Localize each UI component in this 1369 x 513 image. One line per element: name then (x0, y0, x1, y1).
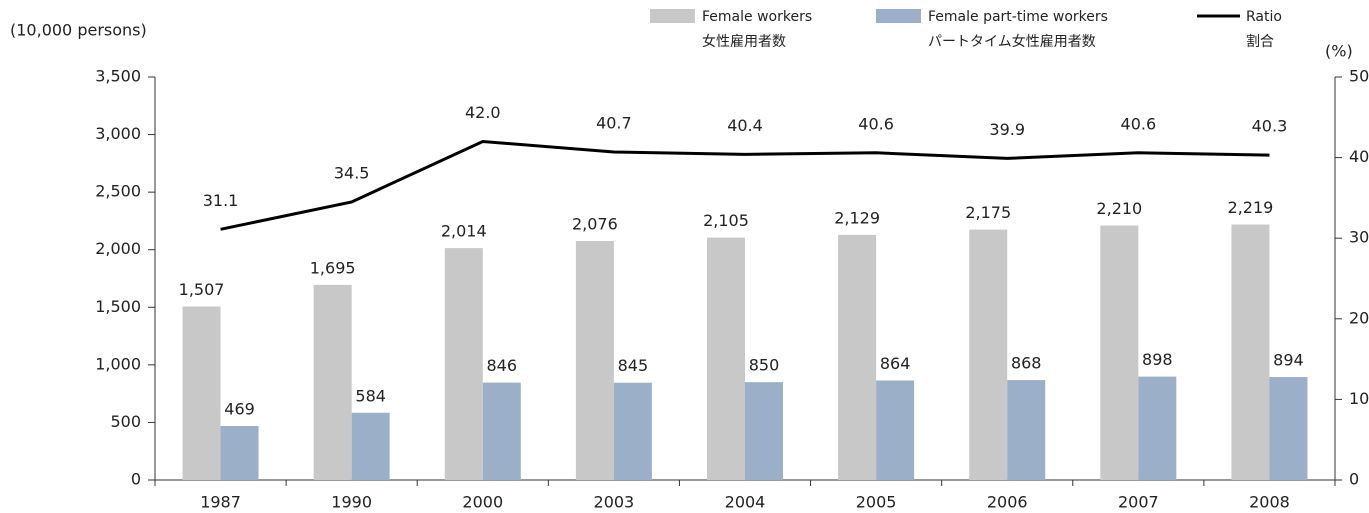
x-tick-label: 2000 (462, 493, 503, 512)
bar (1269, 377, 1308, 480)
bar (707, 237, 745, 480)
bar-value-label: 894 (1273, 351, 1304, 370)
line-value-label: 40.3 (1252, 117, 1288, 136)
x-tick-label: 2003 (594, 493, 635, 512)
y-tick-label: 3,000 (95, 124, 141, 143)
legend-swatch (876, 9, 921, 23)
y2-tick-label: 20 (1349, 308, 1369, 327)
bar-value-label: 864 (880, 354, 911, 373)
bar-value-label: 1,507 (179, 280, 225, 299)
x-tick-label: 1987 (200, 493, 241, 512)
bar (1007, 380, 1046, 480)
bar (613, 382, 652, 480)
legend-swatch (650, 9, 695, 23)
y2-tick-label: 50 (1349, 67, 1369, 86)
bar (1138, 376, 1177, 480)
bar-value-label: 2,210 (1096, 199, 1142, 218)
y-tick-label: 2,500 (95, 182, 141, 201)
x-tick-label: 2007 (1118, 493, 1159, 512)
bar-value-label: 868 (1011, 354, 1042, 373)
y2-tick-label: 10 (1349, 389, 1369, 408)
bar (482, 382, 521, 480)
bar-value-label: 850 (749, 356, 780, 375)
y-tick-label: 2,000 (95, 239, 141, 258)
bar-value-label: 2,105 (703, 211, 749, 230)
line-value-label: 34.5 (334, 163, 370, 182)
y2-tick-label: 30 (1349, 228, 1369, 247)
bar (876, 380, 915, 480)
bar (745, 382, 783, 480)
bar-value-label: 1,695 (310, 258, 356, 277)
y-tick-label: 0 (131, 470, 141, 489)
bar-value-label: 2,076 (572, 214, 618, 233)
y-axis-label: (10,000 persons) (10, 21, 147, 40)
bar-value-label: 898 (1142, 350, 1173, 369)
line-value-label: 31.1 (203, 191, 239, 210)
x-tick-label: 2006 (987, 493, 1028, 512)
line-value-label: 40.6 (1121, 114, 1157, 133)
y-tick-label: 3,500 (95, 67, 141, 86)
line-value-label: 42.0 (465, 103, 501, 122)
x-tick-label: 2008 (1249, 493, 1290, 512)
bar-value-label: 584 (355, 386, 386, 405)
line (220, 139, 1270, 231)
y2-axis-label: (%) (1325, 42, 1353, 61)
bar (444, 248, 483, 480)
legend-label-ja: 女性雇用者数 (702, 33, 786, 50)
y-tick-label: 500 (110, 412, 141, 431)
bar-value-label: 2,014 (441, 222, 487, 241)
bar (220, 425, 259, 480)
line-value-label: 39.9 (989, 120, 1025, 139)
bar (351, 412, 390, 480)
bar-value-label: 846 (487, 356, 518, 375)
line-value-label: 40.7 (596, 113, 632, 132)
legend-label: Female part-time workers (928, 9, 1108, 25)
bar (1231, 224, 1270, 480)
legend-label-ja: 割合 (1246, 33, 1274, 50)
legend-label: Ratio (1246, 9, 1282, 25)
y-tick-label: 1,500 (95, 297, 141, 316)
bar-value-label: 469 (224, 399, 255, 418)
legend-label-ja: パートタイム女性雇用者数 (928, 33, 1096, 50)
y2-tick-label: 0 (1349, 470, 1359, 489)
bar (313, 284, 352, 480)
x-tick-label: 2005 (856, 493, 897, 512)
bar-value-label: 845 (618, 356, 649, 375)
bar (182, 306, 221, 480)
line-value-label: 40.4 (727, 116, 763, 135)
x-tick-label: 1990 (331, 493, 372, 512)
y-tick-label: 1,000 (95, 354, 141, 373)
y2-tick-label: 40 (1349, 147, 1369, 166)
bar (969, 229, 1008, 480)
bar (575, 240, 614, 480)
bar-value-label: 2,175 (965, 203, 1011, 222)
bar (838, 234, 877, 480)
bar-value-label: 2,219 (1228, 198, 1274, 217)
bar (1100, 225, 1139, 480)
legend-label: Female workers (702, 9, 812, 25)
line-value-label: 40.6 (858, 114, 894, 133)
x-tick-label: 2004 (725, 493, 766, 512)
bar-value-label: 2,129 (834, 208, 880, 227)
